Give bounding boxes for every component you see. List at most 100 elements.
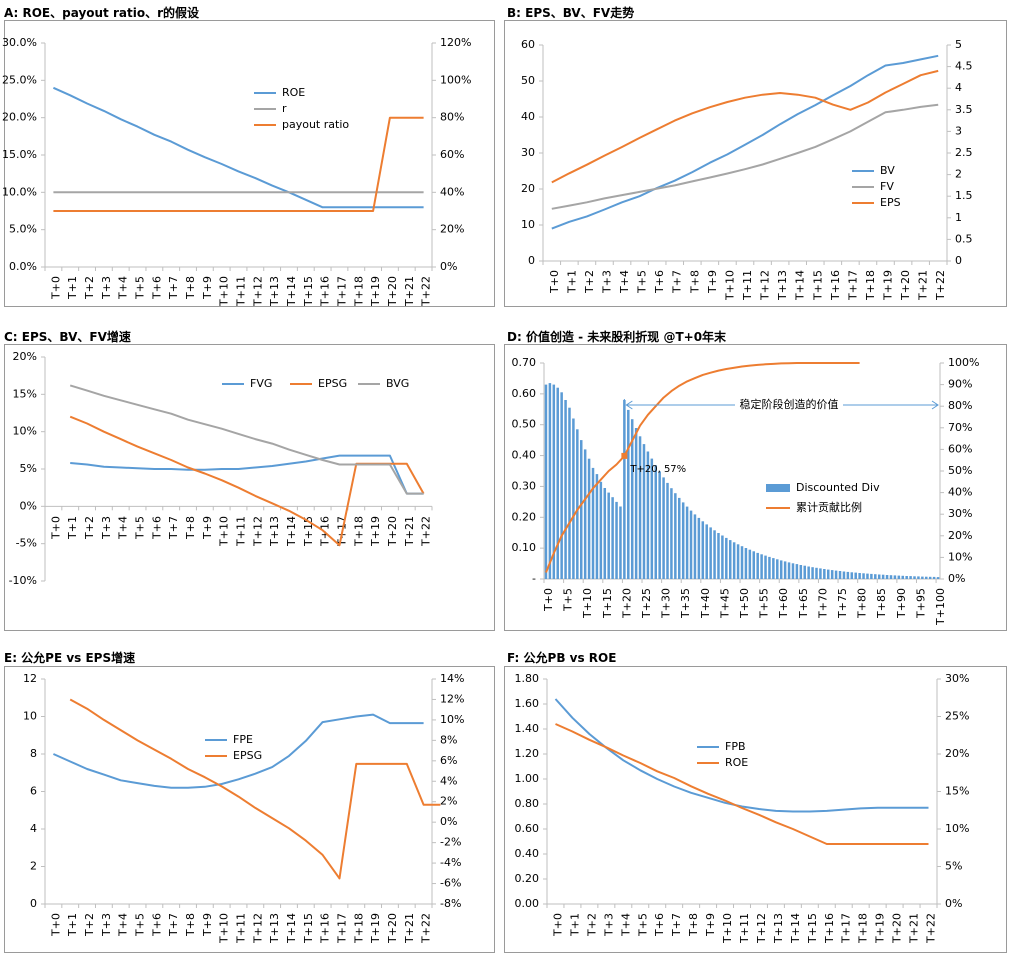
bar-discounted-div xyxy=(544,384,548,579)
x-tick-label: T+4 xyxy=(117,913,130,937)
y-tick-label-right: -6% xyxy=(440,877,461,890)
bar-discounted-div xyxy=(650,458,654,579)
y-tick-label-right: 3.5 xyxy=(955,103,973,116)
y-tick-label-left: 30.0% xyxy=(2,36,37,49)
y-tick-label-left: 2 xyxy=(30,860,37,873)
stable-stage-arrowhead-right xyxy=(931,400,939,410)
bar-discounted-div xyxy=(548,383,552,579)
bar-discounted-div xyxy=(681,502,685,579)
series-line-cumulative xyxy=(545,362,860,573)
x-tick-label: T+20 xyxy=(386,913,399,944)
x-tick-label: T+6 xyxy=(150,276,163,300)
bar-discounted-div xyxy=(815,567,818,579)
y-tick-label-left: 1.20 xyxy=(515,747,540,760)
x-tick-label: T+3 xyxy=(100,276,113,300)
bar-discounted-div xyxy=(870,573,873,579)
x-tick-label: T+14 xyxy=(794,270,807,301)
bar-discounted-div xyxy=(764,555,767,579)
y-tick-label-left: 15.0% xyxy=(2,148,37,161)
y-tick-label-left: 10% xyxy=(13,425,37,438)
legend-label-epsg: EPSG xyxy=(318,377,347,390)
y-tick-label-left: 0.30 xyxy=(512,479,537,492)
y-tick-label-left: 40 xyxy=(521,110,535,123)
x-tick-label: T+8 xyxy=(184,276,197,300)
bar-discounted-div xyxy=(760,554,763,579)
bar-discounted-div xyxy=(583,449,587,579)
bar-discounted-div xyxy=(772,558,775,579)
y-tick-label-left: 0% xyxy=(20,499,37,512)
legend-label-fpe: FPE xyxy=(233,733,253,746)
x-tick-label: T+7 xyxy=(167,516,180,540)
stable-stage-label-bg xyxy=(735,397,843,413)
y-tick-label-right: 90% xyxy=(948,378,972,391)
x-tick-label: T+20 xyxy=(386,516,399,547)
bar-discounted-div xyxy=(877,574,881,579)
x-tick-label: T+22 xyxy=(925,913,938,944)
stable-stage-arrowhead-left xyxy=(625,400,633,410)
bar-discounted-div xyxy=(701,521,705,579)
chart-f-title: F: 公允PB vs ROE xyxy=(507,651,617,665)
y-tick-label-right: -2% xyxy=(440,836,461,849)
y-tick-label-left: 15% xyxy=(13,387,37,400)
y-tick-label-left: 20% xyxy=(13,350,37,363)
bar-discounted-div xyxy=(736,544,740,579)
chart-d-title: D: 价值创造 - 未来股利折现 @T+0年末 xyxy=(507,330,727,344)
y-tick-label-left: 6 xyxy=(30,785,37,798)
x-tick-label: T+0 xyxy=(542,588,555,612)
bar-discounted-div xyxy=(897,575,901,579)
bar-discounted-div xyxy=(689,510,693,579)
bar-discounted-div xyxy=(579,440,583,579)
x-tick-label: T+5 xyxy=(134,913,147,937)
bar-discounted-div xyxy=(607,492,610,579)
x-tick-label: T+70 xyxy=(816,588,829,619)
bar-discounted-div xyxy=(881,574,885,579)
x-tick-label: T+16 xyxy=(829,270,842,301)
y-tick-label-left: 5.0% xyxy=(9,223,37,236)
bar-discounted-div xyxy=(721,535,724,579)
bar-discounted-div xyxy=(728,540,732,579)
x-tick-label: T+10 xyxy=(218,913,231,944)
bar-discounted-div xyxy=(705,524,708,579)
bar-discounted-div xyxy=(646,451,650,579)
bar-discounted-div xyxy=(905,576,908,579)
y-tick-label-right: 30% xyxy=(945,672,969,685)
y-tick-label-right: 0 xyxy=(955,254,962,267)
bar-discounted-div xyxy=(748,549,752,579)
y-tick-label-right: 3 xyxy=(955,124,962,137)
y-tick-label-left: 0 xyxy=(528,254,535,267)
bar-discounted-div xyxy=(787,562,791,579)
x-tick-label: T+1 xyxy=(66,913,79,937)
y-tick-label-left: 0.20 xyxy=(515,872,540,885)
x-tick-label: T+90 xyxy=(895,588,908,619)
x-tick-label: T+8 xyxy=(687,913,700,937)
x-tick-label: T+5 xyxy=(134,516,147,540)
bar-discounted-div xyxy=(885,575,889,579)
y-tick-label-right: 80% xyxy=(948,399,972,412)
x-tick-label: T+21 xyxy=(403,276,416,307)
chart-e-title: E: 公允PE vs EPS增速 xyxy=(4,651,136,665)
x-tick-label: T+11 xyxy=(235,913,248,944)
x-tick-label: T+4 xyxy=(618,270,631,294)
bar-discounted-div xyxy=(783,561,787,579)
annotation-label: T+20, 57% xyxy=(629,464,686,475)
x-tick-label: T+15 xyxy=(302,913,315,944)
series-line-fpe xyxy=(52,713,424,789)
y-tick-label-right: 0% xyxy=(945,897,962,910)
x-tick-label: T+2 xyxy=(83,913,96,937)
x-tick-label: T+22 xyxy=(420,516,433,547)
x-tick-label: T+100 xyxy=(934,588,947,626)
bar-discounted-div xyxy=(568,407,571,579)
x-tick-label: T+22 xyxy=(420,913,433,944)
x-tick-label: T+17 xyxy=(846,270,859,301)
x-tick-label: T+19 xyxy=(369,516,382,547)
y-tick-label-right: 4 xyxy=(955,81,962,94)
bar-discounted-div xyxy=(642,444,646,579)
x-tick-label: T+6 xyxy=(653,270,666,294)
x-tick-label: T+12 xyxy=(759,270,772,301)
x-tick-label: T+18 xyxy=(352,913,365,944)
y-tick-label-right: 20% xyxy=(948,529,972,542)
x-tick-label: T+2 xyxy=(83,516,96,540)
y-tick-label-right: 120% xyxy=(440,36,471,49)
y-tick-label-left: 1.00 xyxy=(515,772,540,785)
y-tick-label-left: 5% xyxy=(20,462,37,475)
